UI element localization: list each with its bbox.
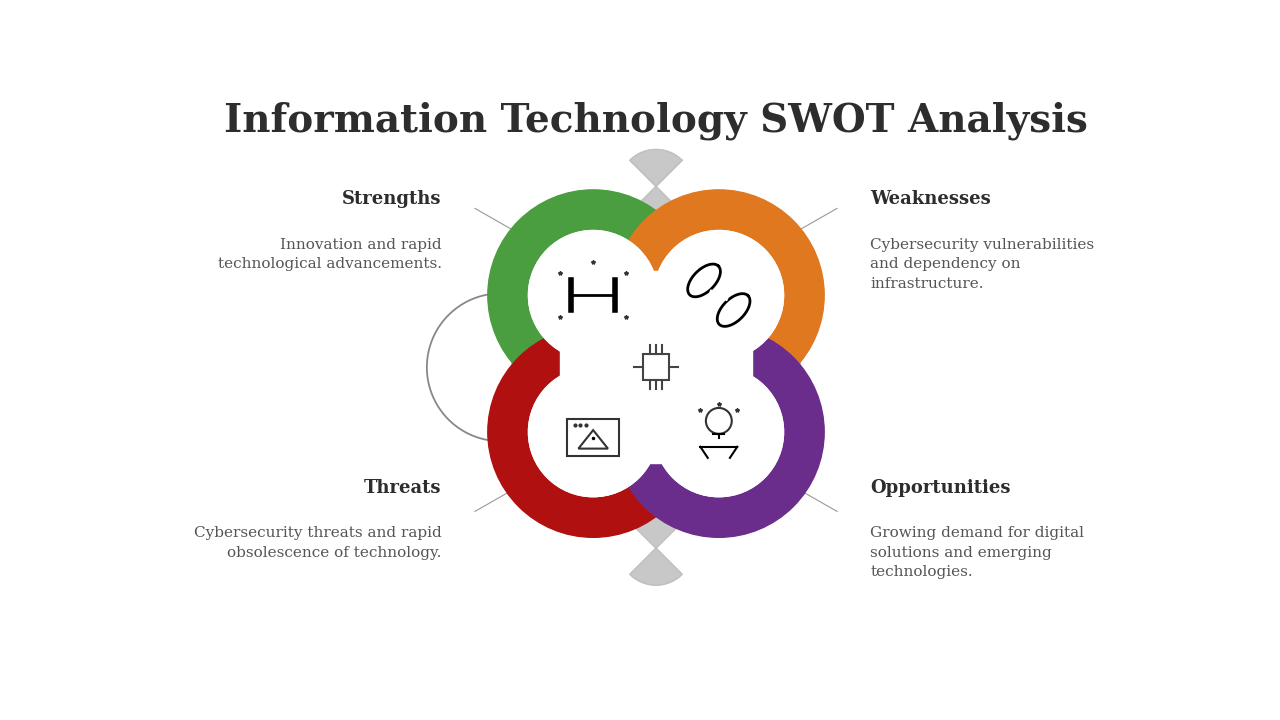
Text: Threats: Threats — [364, 479, 442, 497]
Bar — [616, 271, 696, 464]
Bar — [559, 327, 753, 408]
Circle shape — [529, 367, 658, 497]
Circle shape — [654, 367, 783, 497]
Circle shape — [623, 334, 689, 400]
Circle shape — [613, 327, 824, 537]
Text: Weaknesses: Weaknesses — [870, 190, 991, 208]
Text: Strengths: Strengths — [342, 190, 442, 208]
Circle shape — [529, 230, 658, 360]
Text: Information Technology SWOT Analysis: Information Technology SWOT Analysis — [224, 102, 1088, 140]
Bar — [643, 354, 669, 380]
Circle shape — [654, 367, 783, 497]
Text: Cybersecurity vulnerabilities
and dependency on
infrastructure.: Cybersecurity vulnerabilities and depend… — [870, 238, 1094, 291]
Text: Innovation and rapid
technological advancements.: Innovation and rapid technological advan… — [218, 238, 442, 271]
Circle shape — [654, 230, 783, 360]
Circle shape — [613, 190, 824, 400]
Circle shape — [488, 327, 699, 537]
Circle shape — [654, 230, 783, 360]
Text: Cybersecurity threats and rapid
obsolescence of technology.: Cybersecurity threats and rapid obsolesc… — [193, 526, 442, 559]
Circle shape — [488, 190, 699, 400]
Text: Growing demand for digital
solutions and emerging
technologies.: Growing demand for digital solutions and… — [870, 526, 1084, 579]
Text: Opportunities: Opportunities — [870, 479, 1011, 497]
Bar — [567, 419, 620, 456]
Circle shape — [529, 230, 658, 360]
Circle shape — [529, 367, 658, 497]
Polygon shape — [502, 150, 810, 585]
